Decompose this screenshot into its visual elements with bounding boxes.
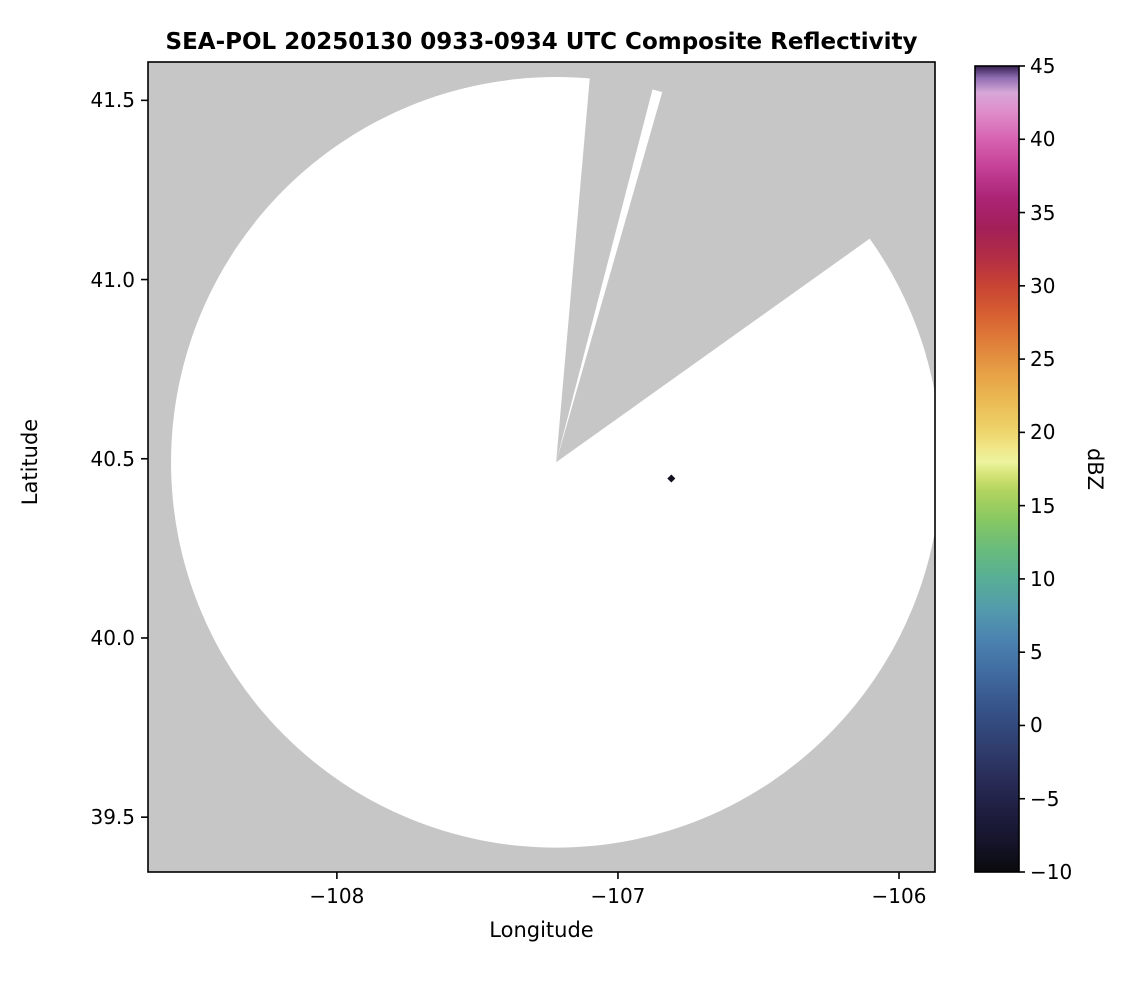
no-data-sector xyxy=(556,75,654,463)
colorbar-tick-label: 20 xyxy=(1030,420,1056,445)
y-tick-label: 41.0 xyxy=(90,267,135,292)
colorbar-tick-label: 5 xyxy=(1030,640,1043,665)
y-tick-label: 39.5 xyxy=(90,805,135,830)
colorbar-tick-label: 35 xyxy=(1030,200,1056,225)
colorbar-label: dBZ xyxy=(1083,447,1107,491)
x-axis-label: Longitude xyxy=(489,918,594,942)
colorbar-tick-label: −5 xyxy=(1030,786,1060,811)
plot-content xyxy=(171,75,935,848)
colorbar-tick-label: 10 xyxy=(1030,566,1056,591)
colorbar-tick-label: −10 xyxy=(1030,860,1073,884)
y-tick-label: 41.5 xyxy=(90,88,135,113)
chart-title: SEA-POL 20250130 0933-0934 UTC Composite… xyxy=(165,29,918,55)
colorbar-border xyxy=(974,65,1020,873)
radar-echo xyxy=(667,474,676,483)
x-tick-label: −106 xyxy=(871,884,927,908)
no-data-sector xyxy=(556,89,873,463)
x-tick-label: −108 xyxy=(309,884,365,908)
plot-border xyxy=(147,61,936,873)
colorbar-tick-label: 15 xyxy=(1030,493,1056,518)
colorbar-tick-label: 45 xyxy=(1030,54,1056,78)
y-tick-label: 40.5 xyxy=(90,446,135,471)
x-tick-label: −107 xyxy=(590,884,646,908)
colorbar-gradient xyxy=(975,66,1019,872)
colorbar-tick-label: 40 xyxy=(1030,127,1056,152)
colorbar-tick-label: 25 xyxy=(1030,347,1056,372)
y-axis-label: Latitude xyxy=(18,418,42,506)
colorbar-tick-label: 0 xyxy=(1030,713,1043,738)
colorbar-tick-label: 30 xyxy=(1030,273,1056,298)
y-tick-label: 40.0 xyxy=(90,625,135,650)
